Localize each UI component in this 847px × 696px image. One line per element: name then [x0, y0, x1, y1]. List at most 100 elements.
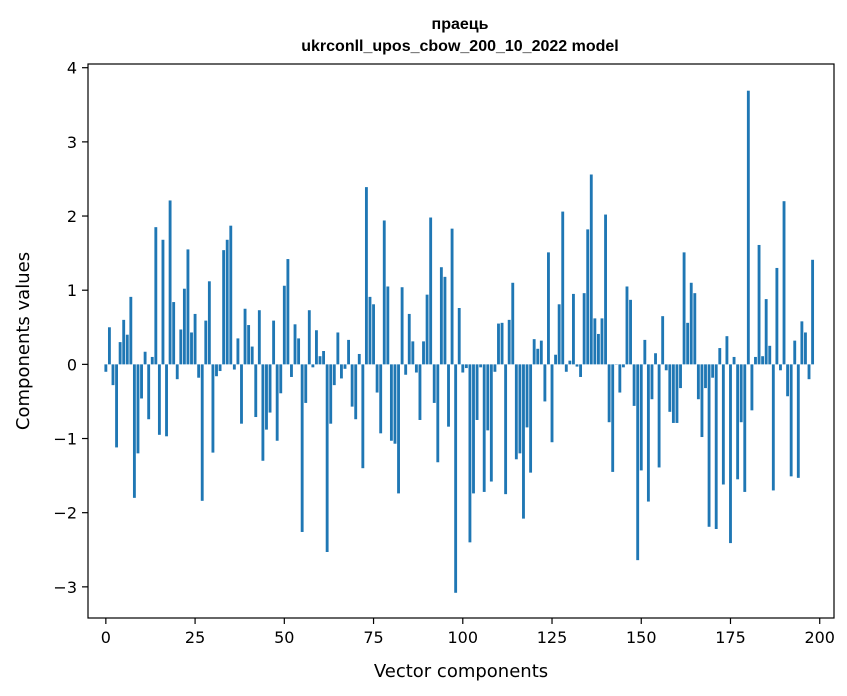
- bar: [422, 341, 425, 365]
- y-axis-label: Components values: [13, 252, 34, 430]
- y-tick-label: −3: [53, 578, 77, 597]
- x-tick-label: 175: [715, 628, 746, 647]
- bar: [554, 354, 558, 365]
- bar: [386, 286, 390, 365]
- bar: [222, 250, 226, 365]
- bar: [429, 217, 433, 365]
- bar: [232, 364, 236, 370]
- bar: [229, 225, 233, 365]
- bar: [532, 339, 536, 365]
- bar: [789, 364, 793, 477]
- y-axis-ticks: −3 −2 −1 0 1 2 3 4: [53, 59, 88, 597]
- bar: [215, 364, 218, 377]
- bar: [225, 239, 229, 365]
- bar: [518, 364, 522, 454]
- bar: [589, 174, 593, 365]
- bar: [290, 364, 293, 377]
- bar: [315, 330, 318, 365]
- bar: [668, 364, 672, 412]
- bar: [297, 338, 301, 365]
- bar: [140, 364, 143, 399]
- bar: [693, 293, 697, 365]
- bar: [411, 341, 415, 365]
- bar: [454, 364, 458, 593]
- x-axis-ticks: 0 25 50 75 100 125 150 175 200: [101, 618, 835, 647]
- bar: [129, 296, 133, 365]
- bar: [600, 318, 604, 365]
- y-tick-label: −2: [53, 504, 77, 523]
- bar: [675, 364, 679, 423]
- bar: [632, 364, 636, 406]
- x-tick-label: 25: [185, 628, 205, 647]
- bar: [464, 364, 468, 369]
- bar: [111, 364, 115, 386]
- bar: [757, 244, 761, 365]
- bar: [686, 322, 690, 365]
- bar: [211, 364, 215, 453]
- x-tick-label: 75: [363, 628, 383, 647]
- bar: [161, 239, 165, 365]
- bar: [804, 332, 807, 365]
- bar: [104, 364, 108, 372]
- bar: [497, 323, 500, 365]
- bar: [439, 267, 443, 365]
- bar: [800, 321, 804, 365]
- bar: [568, 360, 572, 365]
- bar: [200, 364, 204, 501]
- bar: [118, 342, 122, 365]
- bar: [397, 364, 400, 494]
- bar: [257, 310, 261, 365]
- bar: [425, 294, 429, 365]
- bar: [743, 364, 747, 492]
- x-tick-label: 150: [626, 628, 657, 647]
- bar: [754, 356, 757, 365]
- y-tick-label: 3: [67, 133, 77, 152]
- bar: [275, 364, 279, 441]
- x-tick-label: 50: [274, 628, 294, 647]
- bar: [650, 364, 654, 400]
- bar: [786, 364, 790, 397]
- bar: [764, 299, 768, 365]
- bar: [236, 338, 240, 365]
- bar: [400, 287, 404, 365]
- bar: [457, 308, 461, 365]
- bar: [150, 356, 154, 365]
- bar: [689, 282, 693, 365]
- bar: [286, 259, 290, 365]
- chart-title-model: ukrconll_upos_cbow_200_10_2022 model: [301, 38, 618, 55]
- bar: [350, 364, 354, 407]
- bar: [646, 364, 650, 502]
- plot-frame: [87, 63, 835, 619]
- bar: [393, 364, 397, 444]
- bar: [147, 364, 151, 420]
- bar: [447, 364, 450, 427]
- x-tick-label: 125: [537, 628, 568, 647]
- y-tick-label: 1: [67, 281, 77, 300]
- bar: [218, 364, 222, 372]
- bar: [115, 364, 118, 448]
- bar: [193, 313, 197, 365]
- bar: [536, 348, 540, 365]
- bar: [143, 351, 147, 365]
- bar: [407, 313, 411, 365]
- bar: [300, 364, 304, 532]
- bar: [493, 364, 497, 372]
- bar: [636, 364, 640, 561]
- y-tick-label: 2: [67, 207, 77, 226]
- bar: [268, 364, 272, 413]
- bar: [657, 364, 661, 468]
- bar: [607, 364, 611, 423]
- x-tick-label: 0: [101, 628, 111, 647]
- bar: [479, 364, 483, 368]
- bar: [611, 364, 615, 472]
- bar: [382, 220, 386, 365]
- x-axis-label: Vector components: [374, 661, 548, 682]
- bar: [329, 364, 333, 424]
- bar: [811, 259, 815, 365]
- bar: [450, 228, 454, 365]
- bar: [443, 276, 447, 365]
- bar: [318, 356, 322, 365]
- bar: [475, 364, 479, 420]
- bar: [704, 364, 707, 389]
